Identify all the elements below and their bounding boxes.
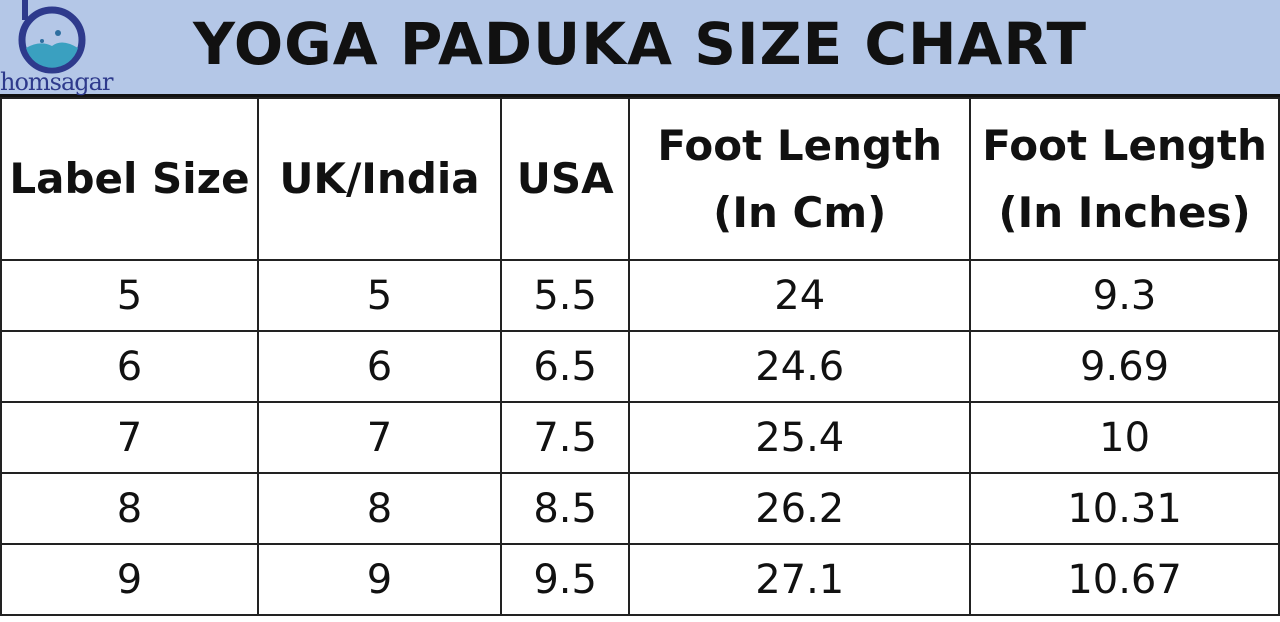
table-cell: 7.5 bbox=[499, 401, 631, 474]
header-row: Label Size UK/India USA Foot Length (In Cm) F… bbox=[0, 97, 1280, 261]
table-cell: 10.67 bbox=[969, 543, 1280, 616]
table-row: 5 5 5.5 24 9.3 bbox=[0, 259, 1280, 332]
column-header: Foot Length (In Inches) bbox=[969, 97, 1280, 261]
table-cell: 27.1 bbox=[628, 543, 972, 616]
table-cell: 9 bbox=[0, 543, 259, 616]
table-cell: 25.4 bbox=[628, 401, 972, 474]
logo-icon bbox=[18, 0, 86, 74]
table-cell: 5 bbox=[256, 259, 503, 332]
column-header: Foot Length (In Cm) bbox=[628, 97, 972, 261]
table-row: 8 8 8.5 26.2 10.31 bbox=[0, 472, 1280, 545]
table-row: 7 7 7.5 25.4 10 bbox=[0, 401, 1280, 474]
table-cell: 5.5 bbox=[499, 259, 631, 332]
chart-title: YOGA PADUKA SIZE CHART bbox=[192, 10, 1088, 78]
title-bar: YOGA PADUKA SIZE CHART bbox=[0, 0, 1280, 97]
table-row: 6 6 6.5 24.6 9.69 bbox=[0, 330, 1280, 403]
table-cell: 9 bbox=[256, 543, 503, 616]
table-cell: 10.31 bbox=[969, 472, 1280, 545]
logo-text: homsagar bbox=[0, 68, 113, 96]
table-cell: 8 bbox=[0, 472, 259, 545]
table-cell: 10 bbox=[969, 401, 1280, 474]
table-row: 9 9 9.5 27.1 10.67 bbox=[0, 543, 1280, 616]
table-cell: 7 bbox=[0, 401, 259, 474]
table-cell: 7 bbox=[256, 401, 503, 474]
column-header: Label Size bbox=[0, 97, 259, 261]
homsagar-logo: homsagar bbox=[0, 0, 115, 100]
table-cell: 5 bbox=[0, 259, 259, 332]
table-cell: 6.5 bbox=[499, 330, 631, 403]
table-cell: 8.5 bbox=[499, 472, 631, 545]
table-cell: 24 bbox=[628, 259, 972, 332]
table-cell: 6 bbox=[256, 330, 503, 403]
table-cell: 6 bbox=[0, 330, 259, 403]
column-header: USA bbox=[499, 97, 631, 261]
table-cell: 9.69 bbox=[969, 330, 1280, 403]
table-cell: 26.2 bbox=[628, 472, 972, 545]
table-cell: 9.3 bbox=[969, 259, 1280, 332]
column-header: UK/India bbox=[256, 97, 503, 261]
table-cell: 9.5 bbox=[499, 543, 631, 616]
table-cell: 24.6 bbox=[628, 330, 972, 403]
table-cell: 8 bbox=[256, 472, 503, 545]
size-table: Label Size UK/India USA Foot Length (In Cm) F… bbox=[0, 97, 1280, 616]
